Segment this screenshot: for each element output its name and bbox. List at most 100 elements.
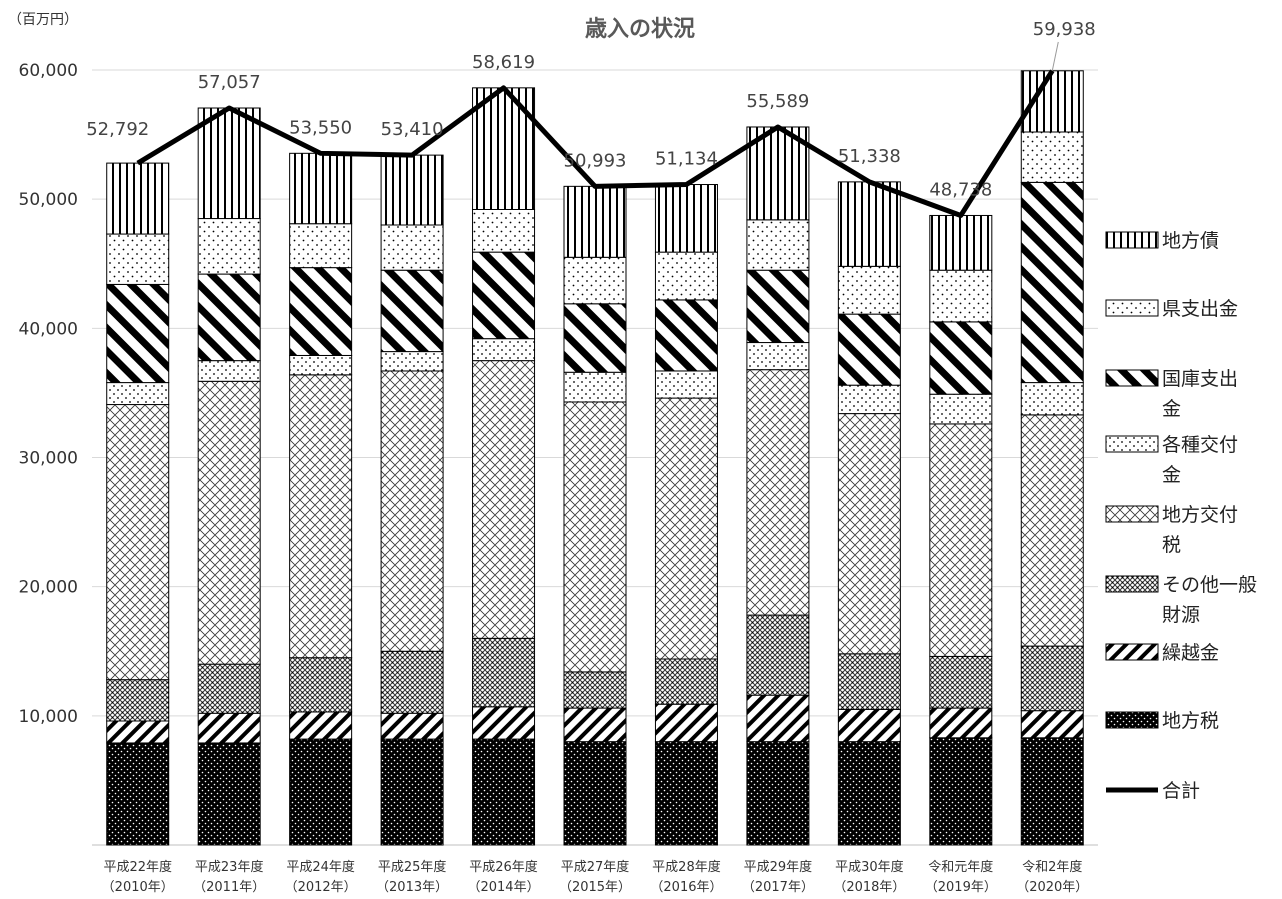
bar-segment — [380, 351, 444, 372]
data-label: 53,410 — [381, 119, 444, 140]
bar-segment — [654, 703, 718, 743]
bar-segment — [106, 382, 170, 406]
bar-segment — [1020, 414, 1084, 647]
data-label: 57,057 — [198, 72, 261, 93]
bar-segment — [746, 219, 810, 271]
legend-label: その他一般 — [1162, 574, 1257, 596]
bar-segment — [380, 224, 444, 271]
bar-segment — [197, 107, 261, 220]
bar-segment — [563, 303, 627, 373]
bar-segment — [106, 233, 170, 285]
legend-label: 各種交付 — [1162, 434, 1238, 456]
x-tick-sublabel: （2020年） — [1016, 880, 1088, 895]
legend-swatch — [1105, 231, 1159, 249]
legend-label: 国庫支出 — [1162, 368, 1238, 390]
legend-label: 金 — [1162, 464, 1181, 486]
legend-swatch — [1105, 369, 1159, 387]
unit-label: （百万円） — [8, 12, 78, 28]
bar-segment — [837, 384, 901, 415]
bar-segment — [106, 720, 170, 744]
legend-label: 金 — [1162, 398, 1181, 420]
x-tick-label: 平成22年度 — [103, 859, 172, 875]
bar-segment — [563, 707, 627, 743]
bar-segment — [197, 380, 261, 665]
bar-segment — [106, 162, 170, 235]
bar-segment — [380, 154, 444, 226]
bar-segment — [472, 637, 536, 708]
x-axis: 平成22年度 （2010年） 平成23年度 （2011年） 平成24年度 （2012年） 平… — [102, 859, 1089, 895]
legend-label: 地方債 — [1162, 230, 1219, 252]
x-tick-sublabel: （2016年） — [650, 880, 722, 895]
bar-segment — [289, 711, 353, 740]
legend-label: 財源 — [1162, 604, 1200, 626]
label-leader — [1051, 41, 1059, 71]
bar-segment — [746, 614, 810, 696]
x-tick-sublabel: （2011年） — [193, 880, 265, 895]
bar-segment — [289, 152, 353, 225]
bar-segment — [654, 184, 718, 253]
bar-segment — [289, 354, 353, 376]
bar-segment — [289, 738, 353, 846]
legend-label: 合計 — [1162, 780, 1200, 802]
bar-segment — [563, 741, 627, 846]
y-tick-label: 10,000 — [19, 707, 78, 727]
legend-label: 税 — [1162, 534, 1181, 556]
bar-segment — [380, 269, 444, 353]
bar-segment — [472, 251, 536, 340]
bar-segment — [1020, 181, 1084, 384]
bar-segment — [380, 650, 444, 714]
bar-segment — [837, 653, 901, 710]
bar-segment — [106, 283, 170, 384]
x-tick-sublabel: （2014年） — [467, 880, 539, 895]
bar-stack — [746, 126, 810, 846]
bar-stack — [563, 185, 627, 846]
bar-segment — [929, 423, 993, 657]
x-tick-label: 令和2年度 — [1022, 859, 1082, 875]
bar-segment — [837, 708, 901, 743]
bar-segment — [929, 393, 993, 425]
x-tick-label: 平成25年度 — [378, 859, 447, 875]
bar-segment — [380, 370, 444, 652]
bar-segment — [654, 658, 718, 705]
bar-segment — [563, 256, 627, 305]
bar-segment — [197, 218, 261, 275]
bar-segment — [106, 679, 170, 722]
bar-segment — [197, 663, 261, 714]
legend-swatch — [1105, 711, 1159, 729]
bar-segment — [654, 397, 718, 660]
y-tick-label: 40,000 — [19, 319, 78, 339]
bar-segment — [289, 223, 353, 269]
bar-segment — [929, 214, 993, 271]
y-tick-label: 30,000 — [19, 449, 78, 469]
bar-segment — [746, 369, 810, 616]
bar-segment — [929, 737, 993, 846]
bar-segment — [380, 738, 444, 846]
y-axis: 10,000 20,000 30,000 40,000 50,000 60,000 — [19, 61, 78, 727]
x-tick-label: 平成30年度 — [835, 859, 904, 875]
bar-segment — [929, 655, 993, 709]
legend-label: 繰越金 — [1162, 642, 1219, 664]
bar-segment — [654, 299, 718, 372]
bar-segment — [197, 712, 261, 744]
legend-swatch — [1105, 575, 1159, 593]
bar-stack — [106, 162, 170, 846]
bar-stack — [1020, 70, 1084, 846]
data-label: 52,792 — [86, 119, 149, 140]
bar-segment — [746, 342, 810, 371]
bar-segment — [837, 413, 901, 655]
data-label: 48,738 — [929, 179, 992, 200]
bar-segment — [472, 360, 536, 639]
chart-title: 歳入の状況 — [585, 17, 695, 42]
bar-segment — [380, 712, 444, 740]
legend-label: 地方交付 — [1162, 504, 1238, 526]
bar-segment — [929, 269, 993, 323]
legend-swatch — [1105, 643, 1159, 661]
y-tick-label: 50,000 — [19, 190, 78, 210]
bar-segment — [563, 401, 627, 673]
bar-segment — [563, 671, 627, 709]
x-tick-sublabel: （2018年） — [833, 880, 905, 895]
legend-swatch — [1105, 299, 1159, 317]
bar-segment — [654, 370, 718, 399]
